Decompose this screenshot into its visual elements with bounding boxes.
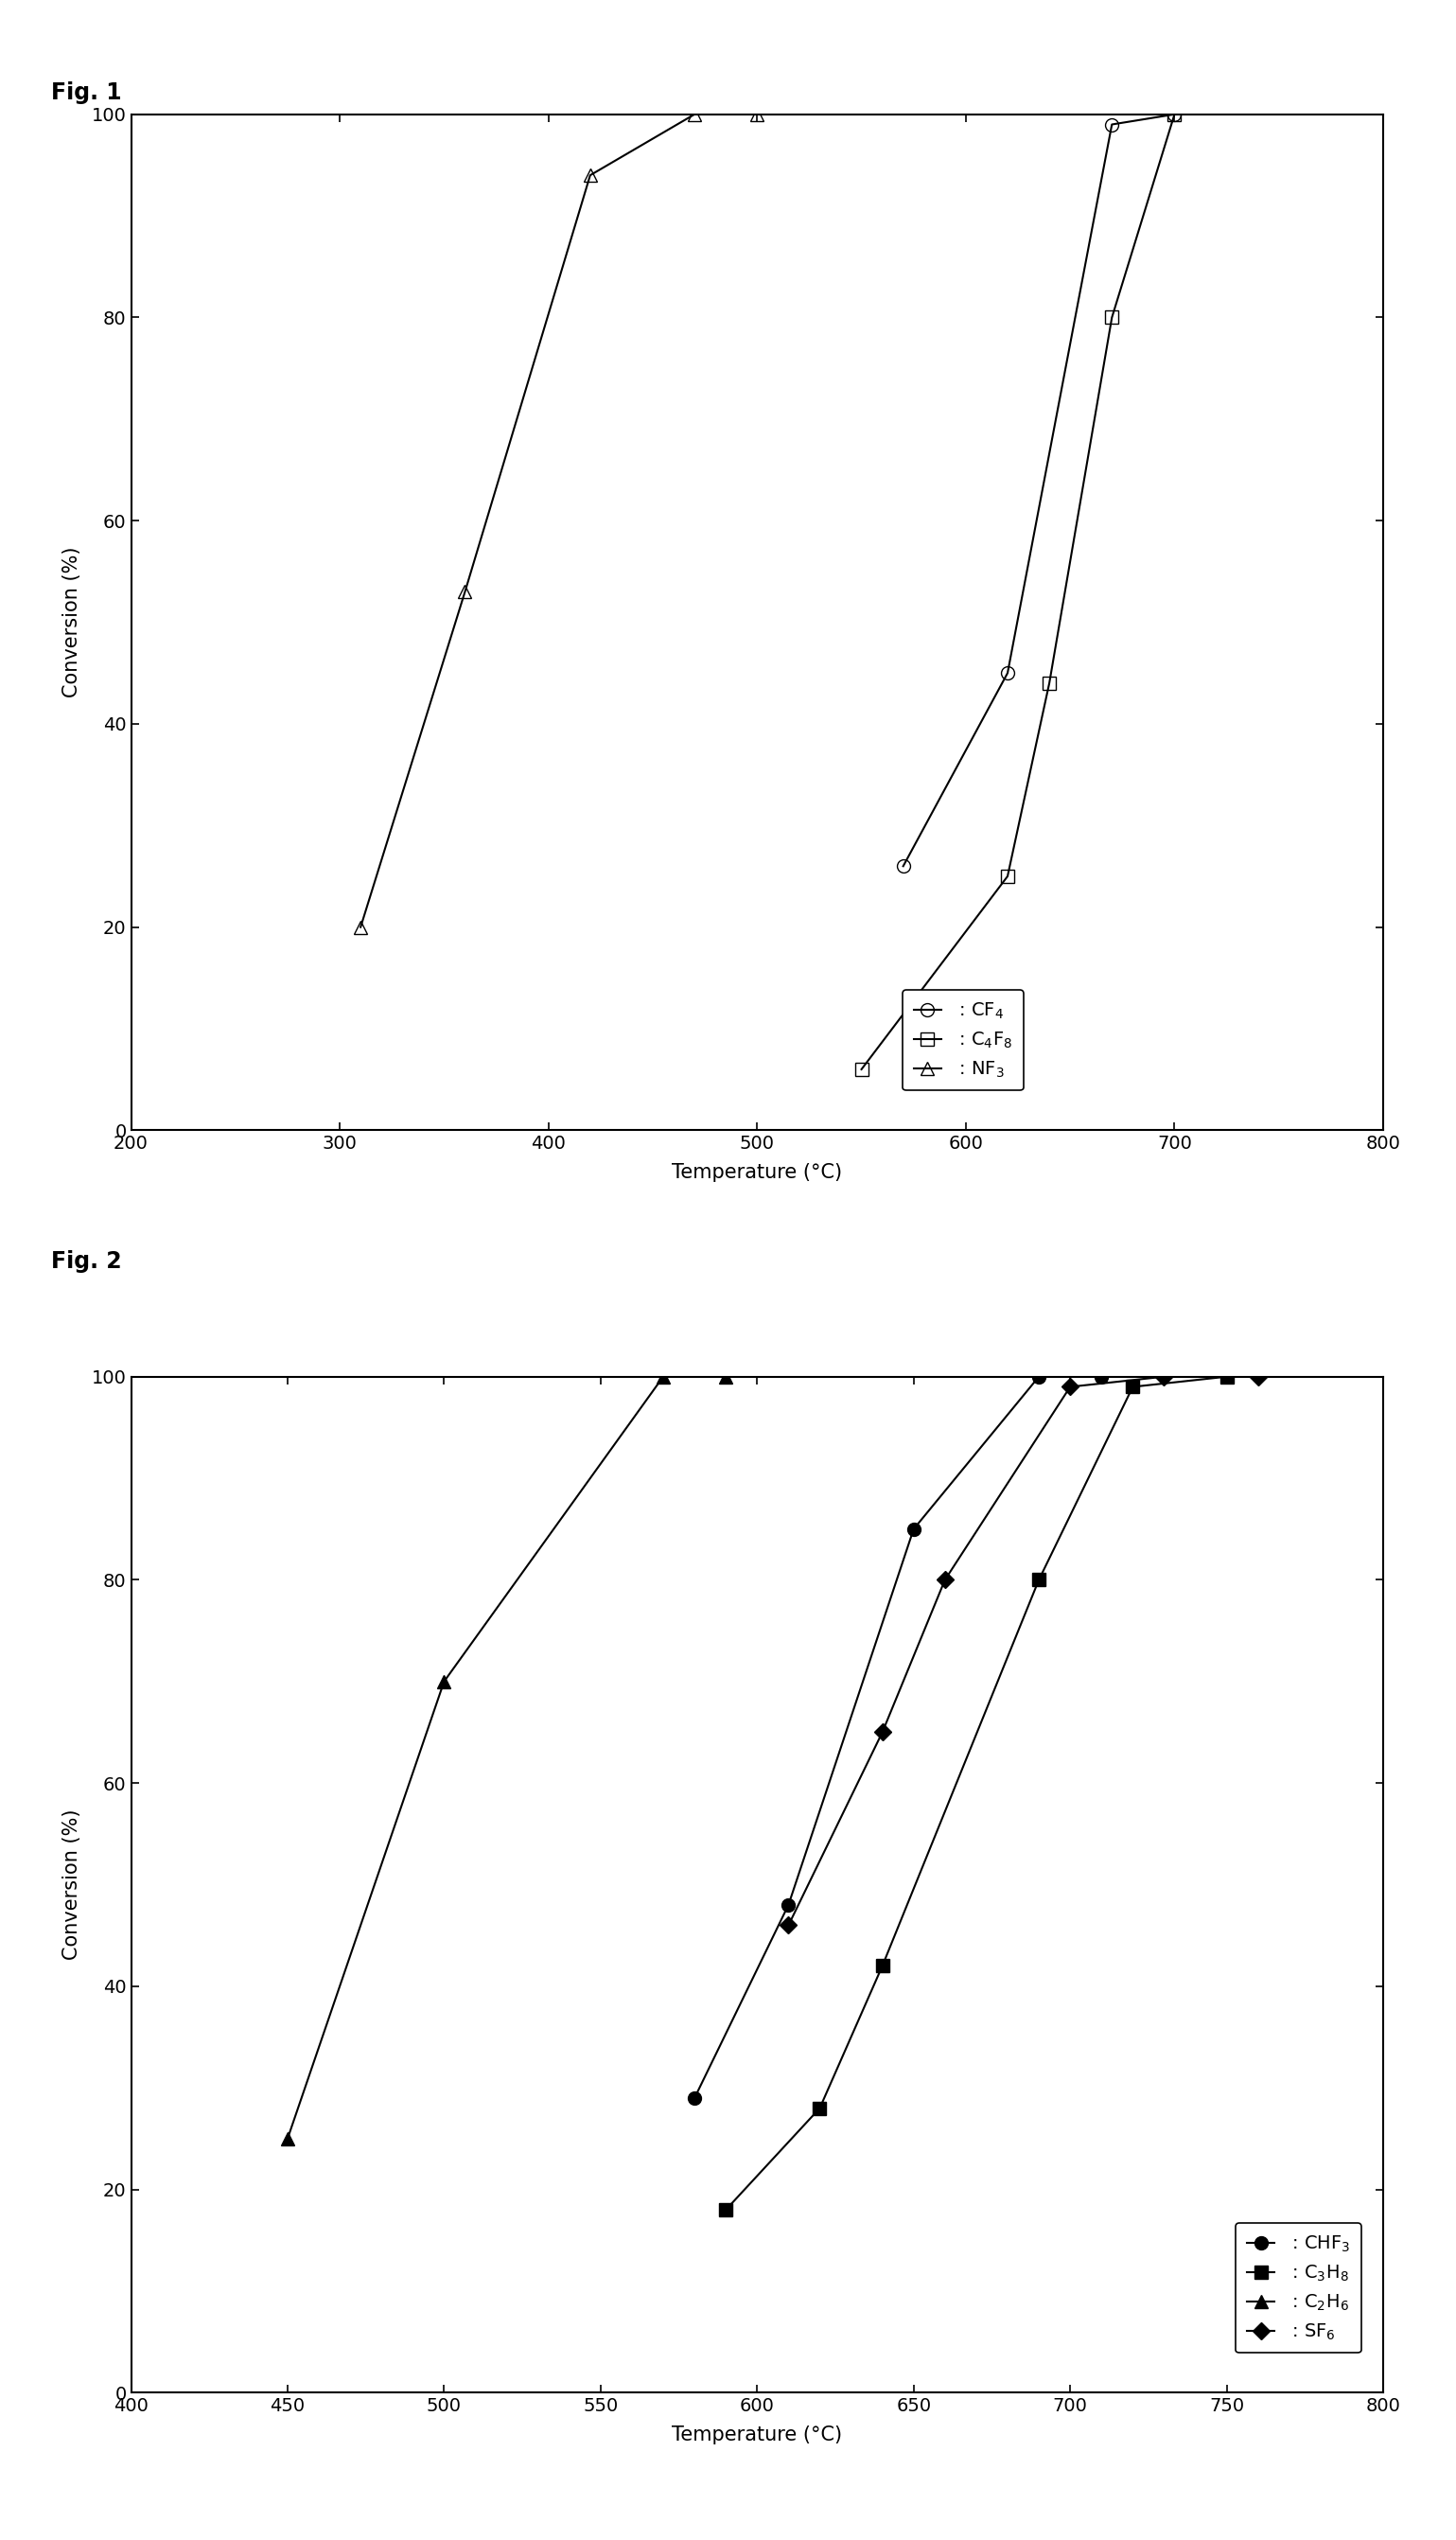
  : C$_4$F$_8$: (620, 25): C$_4$F$_8$: (620, 25) (999, 861, 1016, 892)
  : SF$_6$: (660, 80): SF$_6$: (660, 80) (936, 1565, 954, 1595)
  : CHF$_3$: (580, 29): CHF$_3$: (580, 29) (686, 2083, 703, 2113)
  : SF$_6$: (610, 46): SF$_6$: (610, 46) (780, 1910, 798, 1941)
  : CHF$_3$: (690, 100): CHF$_3$: (690, 100) (1029, 1361, 1047, 1392)
  : CF$_4$: (570, 26): CF$_4$: (570, 26) (894, 851, 911, 881)
  : SF$_6$: (640, 65): SF$_6$: (640, 65) (874, 1717, 891, 1748)
  : SF$_6$: (700, 99): SF$_6$: (700, 99) (1061, 1372, 1079, 1402)
Line:   : CHF$_3$: : CHF$_3$ (687, 1369, 1108, 2106)
  : NF$_3$: (360, 53): NF$_3$: (360, 53) (456, 577, 473, 607)
  : C$_3$H$_8$: (720, 99): C$_3$H$_8$: (720, 99) (1124, 1372, 1142, 1402)
Line:   : C$_2$H$_6$: : C$_2$H$_6$ (281, 1369, 732, 2146)
  : CF$_4$: (620, 45): CF$_4$: (620, 45) (999, 658, 1016, 688)
  : C$_4$F$_8$: (700, 100): C$_4$F$_8$: (700, 100) (1166, 99, 1184, 130)
  : NF$_3$: (470, 100): NF$_3$: (470, 100) (686, 99, 703, 130)
  : NF$_3$: (310, 20): NF$_3$: (310, 20) (352, 912, 370, 942)
Line:   : NF$_3$: : NF$_3$ (354, 107, 764, 935)
  : C$_2$H$_6$: (450, 25): C$_2$H$_6$: (450, 25) (280, 2123, 297, 2154)
  : CHF$_3$: (650, 85): CHF$_3$: (650, 85) (906, 1514, 923, 1544)
Y-axis label: Conversion (%): Conversion (%) (63, 1808, 82, 1961)
  : C$_2$H$_6$: (570, 100): C$_2$H$_6$: (570, 100) (654, 1361, 671, 1392)
Y-axis label: Conversion (%): Conversion (%) (63, 546, 82, 698)
  : CF$_4$: (700, 100): CF$_4$: (700, 100) (1166, 99, 1184, 130)
  : C$_3$H$_8$: (640, 42): C$_3$H$_8$: (640, 42) (874, 1951, 891, 1981)
Line:   : CF$_4$: : CF$_4$ (897, 107, 1181, 874)
  : C$_2$H$_6$: (500, 70): C$_2$H$_6$: (500, 70) (435, 1666, 453, 1697)
X-axis label: Temperature (°C): Temperature (°C) (671, 2426, 843, 2443)
Legend:   : CHF$_3$,   : C$_3$H$_8$,   : C$_2$H$_6$,   : SF$_6$: : CHF$_3$, : C$_3$H$_8$, : C$_2$H$_6$, :… (1236, 2222, 1361, 2352)
Text: Fig. 2: Fig. 2 (51, 1250, 121, 1273)
  : C$_3$H$_8$: (750, 100): C$_3$H$_8$: (750, 100) (1219, 1361, 1236, 1392)
  : NF$_3$: (500, 100): NF$_3$: (500, 100) (748, 99, 766, 130)
  : C$_2$H$_6$: (590, 100): C$_2$H$_6$: (590, 100) (718, 1361, 735, 1392)
  : CF$_4$: (670, 99): CF$_4$: (670, 99) (1104, 109, 1121, 140)
  : C$_3$H$_8$: (620, 28): C$_3$H$_8$: (620, 28) (811, 2093, 828, 2123)
  : SF$_6$: (760, 100): SF$_6$: (760, 100) (1249, 1361, 1267, 1392)
  : CHF$_3$: (710, 100): CHF$_3$: (710, 100) (1092, 1361, 1109, 1392)
Text: Fig. 1: Fig. 1 (51, 81, 121, 104)
  : NF$_3$: (420, 94): NF$_3$: (420, 94) (581, 160, 598, 191)
  : SF$_6$: (730, 100): SF$_6$: (730, 100) (1156, 1361, 1174, 1392)
  : CHF$_3$: (610, 48): CHF$_3$: (610, 48) (780, 1890, 798, 1920)
Line:   : C$_4$F$_8$: : C$_4$F$_8$ (855, 107, 1181, 1077)
X-axis label: Temperature (°C): Temperature (°C) (671, 1163, 843, 1181)
  : C$_3$H$_8$: (690, 80): C$_3$H$_8$: (690, 80) (1029, 1565, 1047, 1595)
Line:   : C$_3$H$_8$: : C$_3$H$_8$ (719, 1369, 1233, 2217)
  : C$_4$F$_8$: (670, 80): C$_4$F$_8$: (670, 80) (1104, 302, 1121, 333)
  : C$_3$H$_8$: (590, 18): C$_3$H$_8$: (590, 18) (718, 2195, 735, 2225)
  : C$_4$F$_8$: (550, 6): C$_4$F$_8$: (550, 6) (853, 1054, 871, 1085)
Legend:   : CF$_4$,   : C$_4$F$_8$,   : NF$_3$: : CF$_4$, : C$_4$F$_8$, : NF$_3$ (903, 991, 1024, 1090)
  : C$_4$F$_8$: (640, 44): C$_4$F$_8$: (640, 44) (1041, 668, 1059, 699)
Line:   : SF$_6$: : SF$_6$ (782, 1372, 1264, 1930)
